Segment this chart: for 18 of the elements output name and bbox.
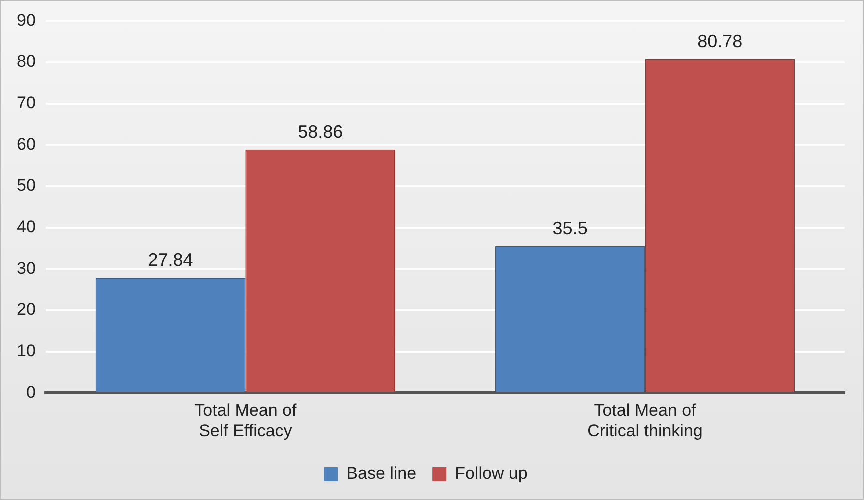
y-tick-label: 10 xyxy=(16,342,36,361)
y-tick-label: 90 xyxy=(16,10,36,30)
data-label: 58.86 xyxy=(298,122,344,142)
y-tick-label: 80 xyxy=(16,52,36,72)
y-tick-label: 20 xyxy=(16,300,36,320)
y-tick-label: 70 xyxy=(16,94,36,113)
y-tick-label: 30 xyxy=(16,258,36,278)
x-tick-label: Total Mean of Self Efficacy xyxy=(194,401,297,440)
legend-label: Follow up xyxy=(455,464,528,484)
data-label: 35.5 xyxy=(552,218,588,238)
data-label: 80.78 xyxy=(698,31,743,52)
y-tick-label: 0 xyxy=(26,382,36,402)
y-tick-label: 50 xyxy=(16,176,36,196)
legend-label: Base line xyxy=(346,464,417,484)
y-tick-label: 60 xyxy=(16,134,36,154)
x-tick-label: Total Mean of Critical thinking xyxy=(588,401,703,440)
data-label: 27.84 xyxy=(148,250,194,270)
y-tick-label: 40 xyxy=(16,218,36,237)
